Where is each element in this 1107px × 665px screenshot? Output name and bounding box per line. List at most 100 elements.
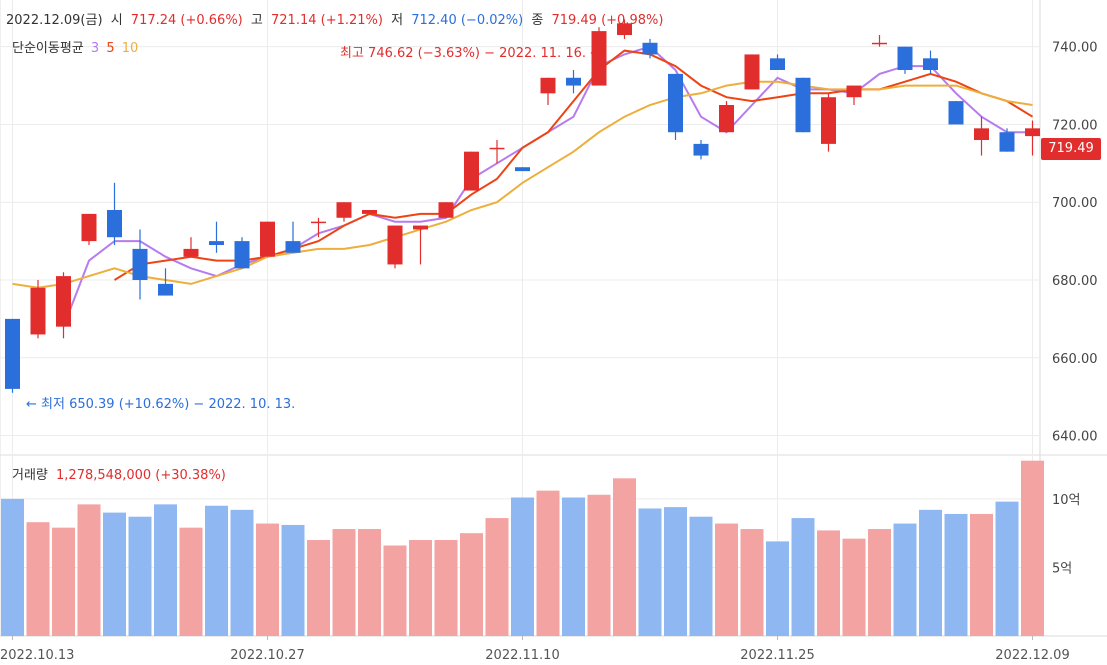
high-label: 고: [250, 13, 263, 28]
candle: [56, 272, 71, 339]
volume-bar: [1021, 460, 1044, 636]
volume-bar: [358, 529, 381, 636]
candle-body: [744, 54, 760, 90]
volume-bar: [128, 516, 152, 636]
time-tick-label: 2022.11.25: [740, 648, 814, 663]
candle: [209, 221, 224, 253]
candle: [872, 35, 887, 47]
time-tick-label: 2022.12.09: [995, 648, 1069, 663]
candle-body: [770, 58, 785, 70]
candle-body: [668, 73, 683, 133]
volume-bar: [817, 530, 840, 636]
candle: [234, 237, 250, 269]
candle-body: [387, 225, 403, 265]
candle: [923, 50, 938, 74]
volume-bar: [511, 497, 534, 636]
candle: [1025, 120, 1040, 156]
candle: [387, 225, 403, 269]
low-label: 저: [391, 13, 404, 28]
candle: [668, 73, 683, 140]
volume-tick-label: 5억: [1052, 561, 1072, 576]
volume-bar: [562, 497, 585, 636]
candle: [540, 77, 556, 105]
candle: [413, 225, 428, 265]
candle-body: [311, 221, 326, 224]
candle-body: [362, 210, 377, 214]
volume-bar: [179, 527, 203, 636]
candle-body: [30, 287, 46, 335]
high-value: 721.14 (+1.21%): [271, 13, 383, 28]
volume-bar: [77, 504, 101, 636]
candle-body: [872, 42, 887, 45]
ohlc-date: 2022.12.09(금): [6, 13, 103, 28]
open-label: 시: [110, 13, 123, 28]
candle-body: [260, 221, 275, 257]
price-tick-label: 640.00: [1052, 430, 1098, 445]
candle-body: [464, 151, 479, 191]
candle: [846, 85, 862, 105]
time-tick-label: 2022.11.10: [485, 648, 559, 663]
candle: [617, 19, 632, 39]
volume-bar: [613, 478, 636, 636]
candlestick-series[interactable]: [5, 19, 1040, 393]
volume-bar: [842, 538, 866, 636]
ma-legend-label: 단순이동평균: [12, 41, 84, 56]
volume-tick-label: 10억: [1052, 493, 1081, 508]
candle-body: [5, 318, 20, 389]
candle: [438, 202, 454, 218]
candle-body: [438, 202, 454, 218]
volume-bar: [689, 516, 713, 636]
volume-legend-value: 1,278,548,000 (+30.38%): [56, 468, 226, 483]
volume-bar: [536, 490, 560, 636]
time-tick-label: 2022.10.13: [0, 648, 74, 663]
ma10-line: [12, 80, 1033, 289]
moving-average-lines: [12, 45, 1034, 328]
candle: [285, 221, 301, 253]
volume-bar: [52, 527, 75, 636]
candle-body: [693, 143, 709, 156]
candle-body: [285, 241, 301, 253]
candle-body: [821, 97, 836, 144]
candle-body: [719, 105, 734, 133]
candle: [770, 54, 785, 70]
candle-body: [897, 46, 913, 70]
candle-body: [234, 241, 250, 269]
candle-body: [336, 202, 352, 218]
candle: [30, 280, 46, 339]
volume-bars[interactable]: [1, 460, 1044, 636]
volume-bar: [256, 523, 279, 636]
candle-body: [183, 248, 199, 257]
volume-bar: [638, 508, 662, 636]
volume-bar: [460, 533, 483, 636]
volume-bar: [791, 518, 815, 636]
volume-bar: [154, 504, 177, 636]
candle-body: [489, 147, 505, 150]
price-tick-label: 720.00: [1052, 118, 1098, 133]
volume-bar: [307, 540, 330, 636]
volume-bar: [970, 513, 993, 636]
volume-bar: [587, 494, 611, 636]
candle-body: [999, 132, 1015, 152]
candle: [974, 116, 989, 156]
candle: [464, 151, 479, 191]
candle: [693, 140, 709, 160]
candle-body: [413, 225, 428, 230]
candle-body: [158, 283, 173, 296]
volume-bar: [944, 513, 968, 636]
volume-bar: [205, 505, 228, 636]
axes: 640.00 660.00 680.00 700.00 720.00 740.00 5억 10…: [0, 41, 1098, 663]
volume-bar: [409, 540, 432, 636]
candle: [795, 77, 811, 133]
candle-body: [515, 167, 530, 172]
candle: [897, 46, 913, 74]
moving-average-legend[interactable]: 단순이동평균 3 5 10: [12, 37, 141, 56]
candle: [5, 318, 20, 393]
volume-bar: [332, 529, 356, 636]
candle: [821, 93, 836, 152]
volume-bar: [766, 541, 789, 636]
candle-body: [81, 213, 97, 242]
volume-bar: [995, 501, 1019, 636]
candle: [744, 54, 760, 90]
open-value: 717.24 (+0.66%): [130, 13, 243, 28]
